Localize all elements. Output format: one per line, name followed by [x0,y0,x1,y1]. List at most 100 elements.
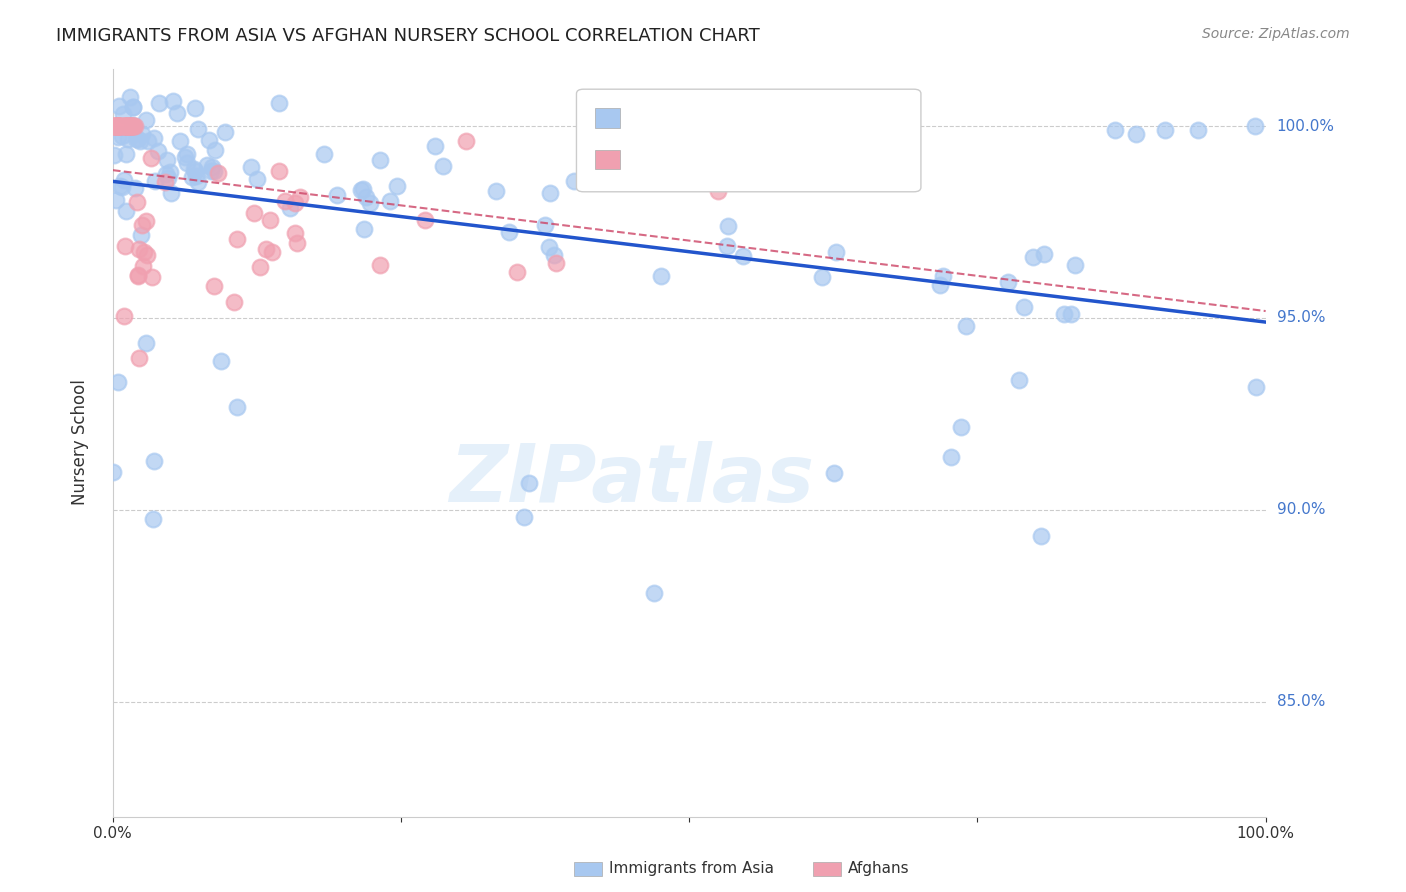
Point [202,164,225,178]
Point [107,119,129,133]
Text: 90.0%: 90.0% [1277,502,1326,517]
Point [156,153,179,168]
Point [114,239,136,253]
Point [107,119,129,133]
Text: 95.0%: 95.0% [1277,310,1326,326]
Point [285,235,308,250]
Point [312,147,335,161]
Point [239,161,262,175]
Point [1187,123,1209,137]
Point [950,420,973,434]
Point [506,265,529,279]
Point [112,309,135,323]
Point [955,318,977,333]
Point [672,126,695,140]
Point [107,119,129,133]
Point [159,164,181,178]
Point [195,158,218,172]
Point [679,164,702,178]
Y-axis label: Nursery School: Nursery School [72,380,89,506]
Point [225,232,247,246]
Point [111,179,134,194]
Point [117,119,139,133]
Point [1104,123,1126,137]
Point [110,119,132,133]
Point [107,119,129,133]
Point [368,258,391,272]
Point [513,509,536,524]
Point [200,164,222,178]
Point [485,184,508,198]
Point [290,190,312,204]
Point [1063,259,1085,273]
Point [104,193,127,207]
Point [544,256,567,270]
Point [141,269,163,284]
Point [117,119,139,133]
Point [103,148,125,162]
Point [121,119,143,133]
Point [207,165,229,179]
Point [928,277,950,292]
Point [122,119,145,133]
Point [731,250,754,264]
Point [198,133,221,147]
Point [107,119,129,133]
Point [103,119,125,133]
Point [107,99,129,113]
Point [155,167,177,181]
Point [1053,307,1076,321]
Point [127,268,149,283]
Point [114,146,136,161]
Text: 100.0%: 100.0% [1277,119,1334,134]
Point [352,182,374,196]
Text: ZIPatlas: ZIPatlas [449,441,814,519]
Point [183,161,205,176]
Point [143,454,166,468]
Point [260,245,283,260]
Point [246,172,269,186]
Point [114,119,136,133]
Point [103,119,125,133]
Point [1029,528,1052,542]
Point [204,144,226,158]
Point [128,351,150,366]
Point [162,94,184,108]
Text: 85.0%: 85.0% [1277,694,1324,709]
Point [107,376,129,390]
Point [274,194,297,208]
Point [456,134,478,148]
Point [214,125,236,139]
Point [114,119,136,133]
Point [1154,123,1177,137]
Point [284,196,307,211]
Point [269,96,291,111]
Point [135,214,157,228]
Point [354,190,377,204]
Point [226,400,249,414]
Point [114,204,136,219]
Point [538,186,561,201]
Point [142,511,165,525]
Point [184,164,207,178]
Point [254,242,277,256]
Point [1008,373,1031,387]
Point [413,213,436,227]
Point [368,153,391,167]
Point [717,219,740,233]
Point [110,119,132,133]
Point [209,353,232,368]
Point [146,144,169,158]
Point [135,247,157,261]
Point [269,164,291,178]
Point [181,169,204,184]
Point [120,119,142,133]
Point [127,268,149,283]
Point [166,105,188,120]
Point [326,187,349,202]
Point [125,194,148,209]
Point [117,132,139,146]
Point [112,173,135,187]
Point [121,119,143,133]
Point [810,270,832,285]
